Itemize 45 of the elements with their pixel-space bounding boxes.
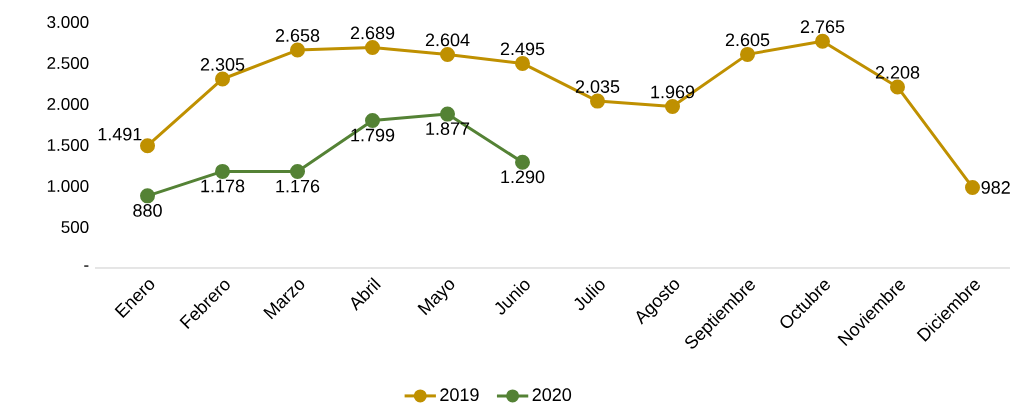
point [140,188,156,204]
data-label: 880 [133,204,162,217]
data-label: 1.877 [426,122,470,136]
y-tick-label: 2.500 [47,56,89,70]
legend-label: 2020 [532,388,572,402]
point [215,71,231,87]
data-label: 1.176 [276,179,320,193]
point [140,138,156,154]
data-label: 2.765 [800,20,845,34]
data-label: 2.035 [575,80,620,93]
data-label: 1.969 [651,85,695,99]
data-label: 1.799 [351,128,395,142]
point [290,42,306,58]
data-label: 2.305 [200,58,245,71]
point [365,40,381,55]
data-label: 2.689 [350,26,395,40]
point [440,106,456,122]
point [440,46,456,62]
data-label: 2.604 [425,33,470,47]
point [365,112,381,128]
data-label: 2.208 [875,65,920,79]
data-label: 2.658 [275,29,320,42]
point [890,79,905,95]
point [590,93,606,109]
data-label: 2.605 [725,33,770,47]
data-label: 1.491 [98,127,142,141]
data-label: 982 [981,181,1010,194]
point [215,163,231,179]
y-tick-label: 3.000 [47,15,89,29]
point [290,164,306,180]
y-tick-label: 1.500 [47,138,89,152]
point [665,99,680,115]
y-tick-label: - [84,265,89,267]
data-label: 1.178 [201,179,245,193]
point [515,154,531,170]
data-label: 2.495 [500,42,545,56]
legend-label: 2019 [440,388,479,402]
point [965,179,980,195]
data-label: 1.290 [501,170,545,184]
point [740,46,756,62]
point [515,55,531,71]
y-tick-label: 1.000 [47,179,89,193]
y-tick-label: 500 [61,220,89,234]
y-tick-label: 2.000 [47,97,89,111]
point [815,33,830,49]
